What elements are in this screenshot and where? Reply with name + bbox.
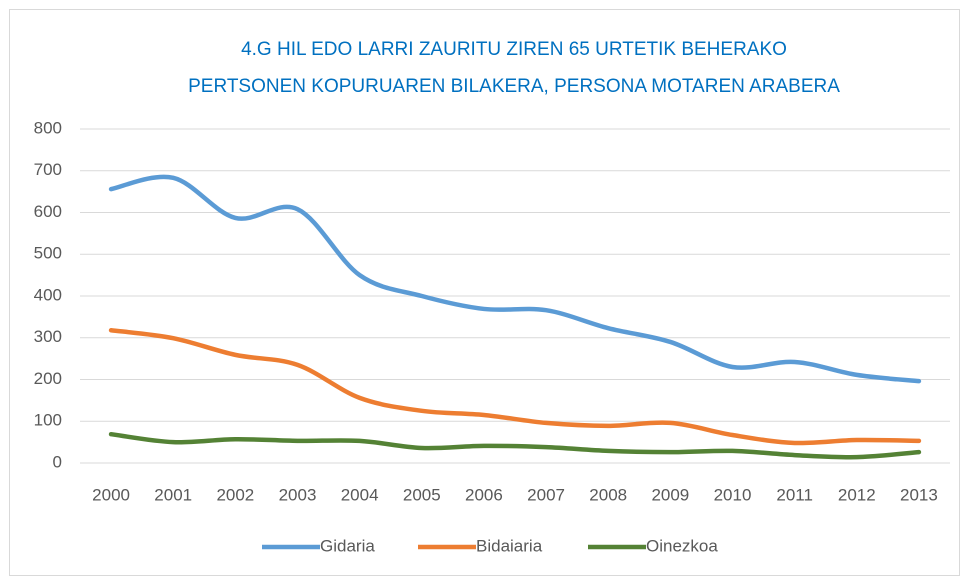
x-tick-label: 2007 xyxy=(527,485,565,504)
chart-title: 4.G HIL EDO LARRI ZAURITU ZIREN 65 URTET… xyxy=(241,39,787,60)
x-tick-label: 2010 xyxy=(714,485,752,504)
chart-border xyxy=(9,9,960,576)
legend-label: Gidaria xyxy=(320,536,375,555)
y-tick-label: 200 xyxy=(34,369,62,388)
x-tick-label: 2002 xyxy=(216,485,254,504)
x-tick-label: 2012 xyxy=(838,485,876,504)
y-tick-label: 600 xyxy=(34,202,62,221)
x-tick-label: 2011 xyxy=(776,485,813,504)
x-tick-label: 2006 xyxy=(465,485,503,504)
x-tick-label: 2005 xyxy=(403,485,441,504)
y-tick-label: 100 xyxy=(34,411,62,430)
x-tick-label: 2008 xyxy=(589,485,627,504)
y-tick-label: 400 xyxy=(34,285,62,304)
x-tick-label: 2003 xyxy=(279,485,317,504)
x-tick-label: 2013 xyxy=(900,485,938,504)
series-line xyxy=(108,327,922,446)
y-tick-label: 300 xyxy=(34,327,62,346)
y-tick-label: 800 xyxy=(34,118,62,137)
x-tick-label: 2009 xyxy=(651,485,689,504)
chart-title: PERTSONEN KOPURUAREN BILAKERA, PERSONA M… xyxy=(188,76,840,97)
y-tick-label: 500 xyxy=(34,244,62,263)
x-tick-label: 2000 xyxy=(92,485,130,504)
series-line xyxy=(108,431,922,460)
x-tick-label: 2004 xyxy=(341,485,379,504)
y-tick-label: 0 xyxy=(53,452,62,471)
series-line xyxy=(108,174,922,384)
y-tick-label: 700 xyxy=(34,160,62,179)
legend-label: Bidaiaria xyxy=(476,536,543,555)
x-tick-label: 2001 xyxy=(154,485,192,504)
legend-label: Oinezkoa xyxy=(646,536,718,555)
